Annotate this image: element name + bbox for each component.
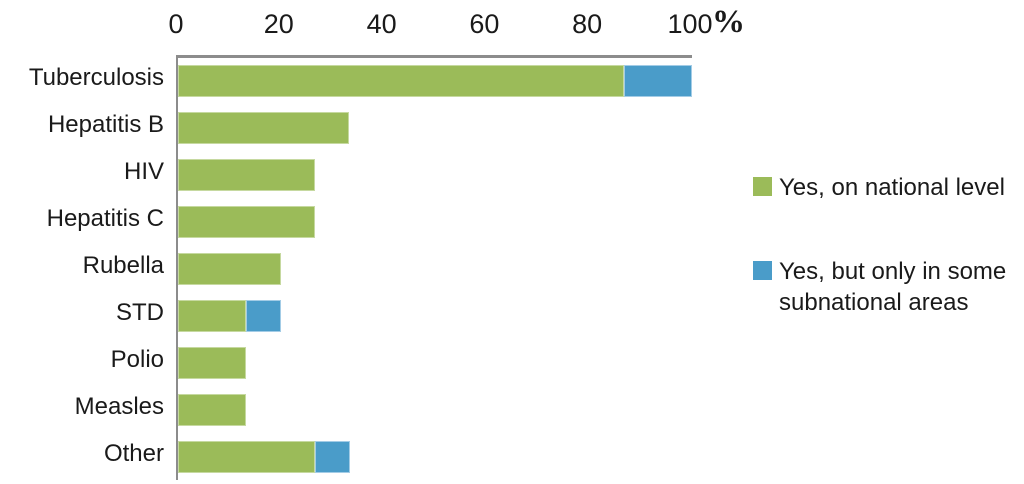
- bar-segment: [178, 346, 247, 379]
- legend-swatch-icon: [753, 261, 772, 280]
- bar-segment: [178, 206, 316, 239]
- category-label-rubella: Rubella: [82, 252, 164, 279]
- bar-row-other: [178, 440, 350, 473]
- bar-segment: [623, 65, 692, 98]
- x-axis-tick-label: 0: [168, 9, 184, 39]
- legend-item: Yes, on national level: [753, 172, 1005, 203]
- bar-segment: [178, 440, 316, 473]
- legend-swatch-icon: [753, 177, 772, 196]
- category-label-polio: Polio: [110, 345, 164, 373]
- category-label-hepatitis-c: Hepatitis C: [46, 205, 164, 233]
- bar-row-hepatitis-c: [178, 206, 316, 239]
- bar-segment: [178, 393, 247, 426]
- x-axis-tick-label: 100: [667, 9, 713, 39]
- x-axis-tick-label: 60: [469, 9, 500, 39]
- bar-row-hepatitis-b: [178, 112, 350, 145]
- legend-item: Yes, but only in some subnational areas: [753, 256, 1006, 318]
- x-axis-tick-label: 80: [572, 9, 603, 39]
- legend-label-line: Yes, but only in some: [779, 258, 1007, 285]
- category-label-hepatitis-b: Hepatitis B: [47, 111, 164, 139]
- legend-label-line: subnational areas: [779, 289, 969, 316]
- bar-segment: [178, 112, 350, 145]
- bar-segment: [178, 253, 281, 285]
- x-axis-tick-label: 40: [366, 9, 397, 39]
- bar-row-std: [178, 299, 281, 332]
- bar-segment: [315, 440, 350, 473]
- legend-label: Yes, on national level: [779, 172, 1005, 203]
- bar-segment: [246, 299, 281, 332]
- x-axis-tick-label: 20: [263, 9, 294, 39]
- legend-label: Yes, but only in some subnational areas: [779, 256, 1006, 318]
- bar-segment: [178, 299, 247, 332]
- bar-segment: [178, 65, 624, 98]
- category-label-hiv: HIV: [123, 158, 164, 186]
- bar-row-rubella: [178, 253, 281, 285]
- bar-segment: [178, 159, 316, 192]
- category-label-std: STD: [116, 298, 164, 326]
- bar-row-hiv: [178, 159, 316, 192]
- plot-area: [176, 55, 692, 480]
- category-label-other: Other: [103, 439, 164, 467]
- bar-row-measles: [178, 393, 247, 426]
- x-axis-unit-label: %: [712, 4, 745, 40]
- category-label-measles: Measles: [74, 392, 164, 420]
- bar-row-tuberculosis: [178, 65, 692, 98]
- legend-label-line: Yes, on national level: [779, 174, 1005, 201]
- bar-row-polio: [178, 346, 247, 379]
- category-label-tuberculosis: Tuberculosis: [28, 64, 164, 92]
